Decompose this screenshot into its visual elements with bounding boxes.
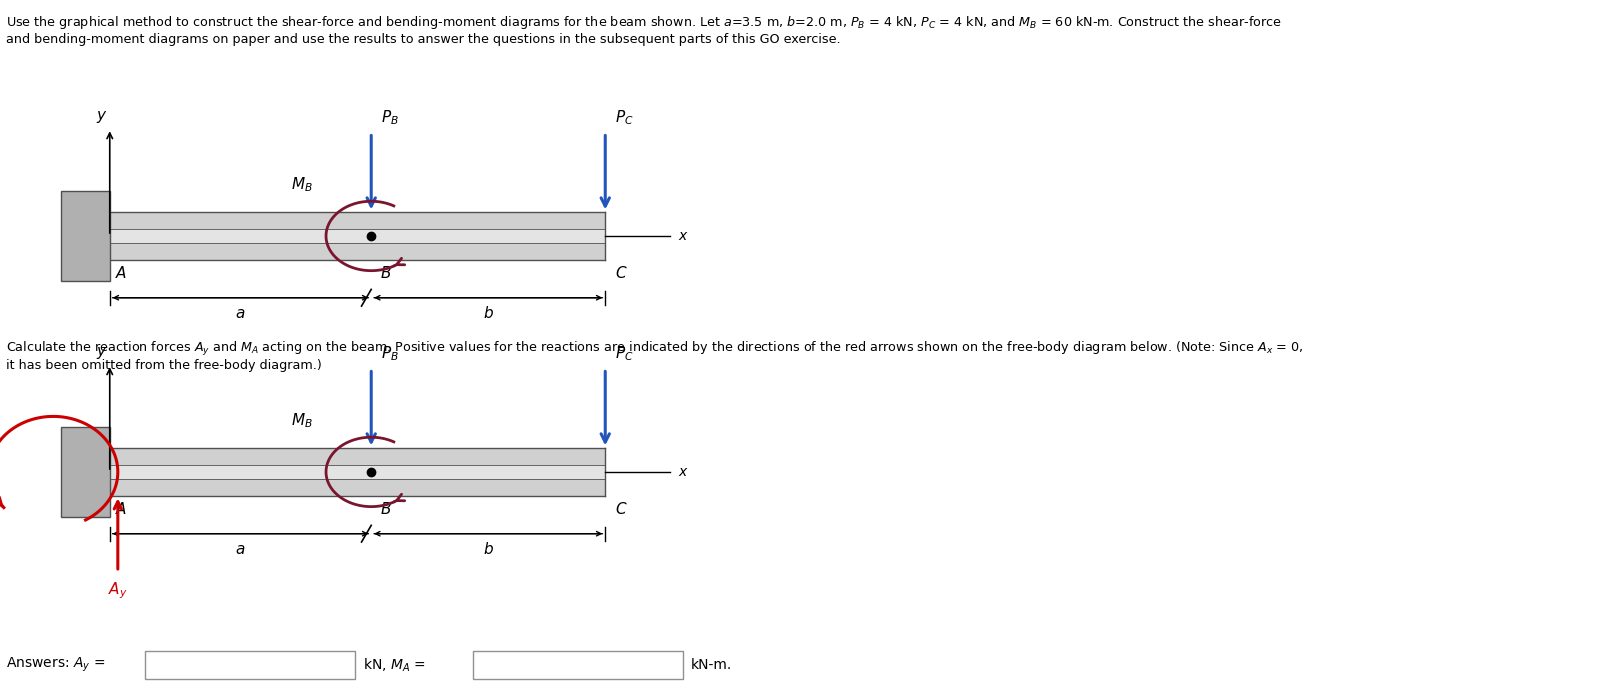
Text: A: A [116,502,126,518]
Text: $M_B$: $M_B$ [291,176,313,194]
Bar [61,191,110,281]
Text: b: b [484,306,492,321]
Bar [110,229,605,243]
Bar [145,651,355,679]
Bar [110,212,605,260]
Bar [61,427,110,517]
Text: kN, $M_A$ =: kN, $M_A$ = [363,656,426,674]
Text: B: B [381,266,392,282]
Text: it has been omitted from the free-body diagram.): it has been omitted from the free-body d… [6,359,323,373]
Text: y: y [95,344,105,359]
Text: $M_B$: $M_B$ [291,412,313,430]
Text: $P_B$: $P_B$ [381,344,399,363]
Text: $P_C$: $P_C$ [615,344,634,363]
Text: C: C [615,266,626,282]
Text: Use the graphical method to construct the shear-force and bending-moment diagram: Use the graphical method to construct th… [6,14,1282,31]
Bar [110,465,605,479]
Text: y: y [95,108,105,123]
Text: Calculate the reaction forces $A_y$ and $M_A$ acting on the beam. Positive value: Calculate the reaction forces $A_y$ and … [6,340,1304,358]
Bar [473,651,683,679]
Text: C: C [615,502,626,518]
Text: a: a [236,542,245,557]
Text: $A_y$: $A_y$ [108,580,128,601]
Text: b: b [484,542,492,557]
Text: B: B [381,502,392,518]
Text: a: a [236,306,245,321]
Text: $P_C$: $P_C$ [615,108,634,127]
Text: A: A [116,266,126,282]
Bar [110,448,605,496]
Text: Answers: $A_y$ =: Answers: $A_y$ = [6,656,107,674]
Text: x: x [678,229,686,243]
Text: kN-m.: kN-m. [691,658,733,672]
Text: x: x [678,465,686,479]
Text: and bending-moment diagrams on paper and use the results to answer the questions: and bending-moment diagrams on paper and… [6,33,841,46]
Text: $P_B$: $P_B$ [381,108,399,127]
